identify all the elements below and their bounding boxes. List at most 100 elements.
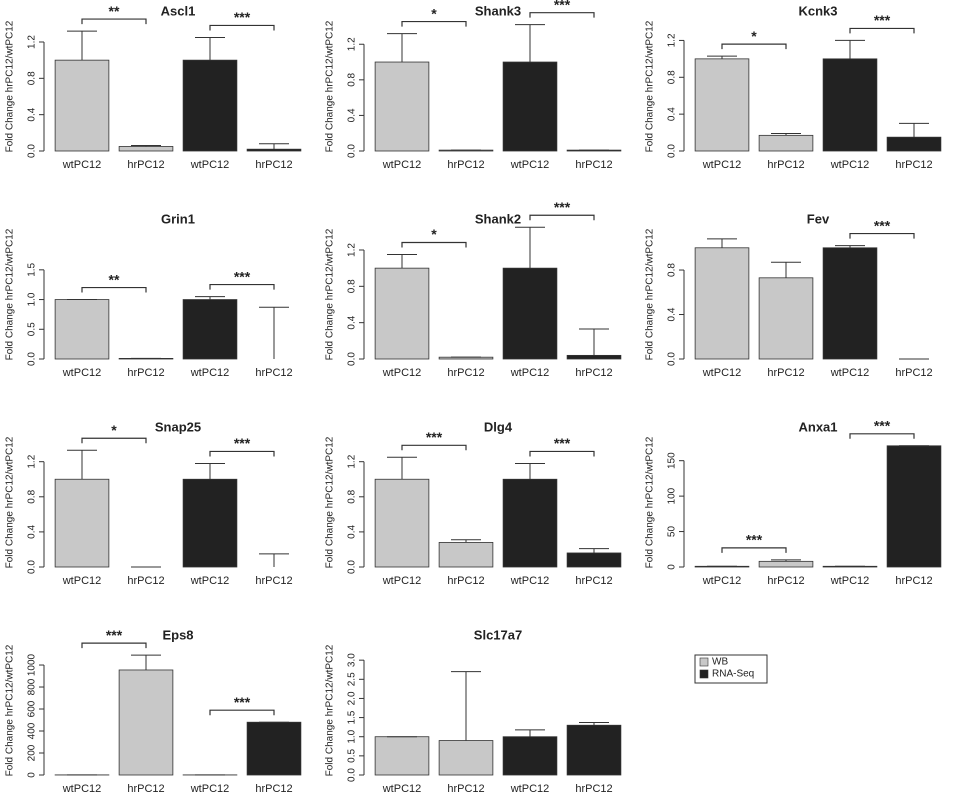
x-tick-label: hrPC12 <box>895 159 932 171</box>
bar <box>502 736 558 776</box>
x-tick-label: wtPC12 <box>190 367 230 379</box>
y-tick-label: 0.8 <box>667 70 678 84</box>
y-axis-label: Fold Change hrPC12/wtPC12 <box>5 20 16 152</box>
y-tick-label: 0.0 <box>667 352 678 366</box>
significance-label: *** <box>234 268 251 284</box>
bar <box>694 58 750 152</box>
significance-label: * <box>431 226 437 242</box>
x-tick-label: hrPC12 <box>895 367 932 379</box>
significance-bracket <box>721 547 787 553</box>
bar <box>54 59 110 152</box>
significance-label: ** <box>109 271 120 287</box>
significance-label: * <box>111 422 117 438</box>
y-tick-label: 0 <box>27 772 38 778</box>
x-tick-label: hrPC12 <box>127 783 164 795</box>
y-axis-label: Fold Change hrPC12/wtPC12 <box>325 228 336 360</box>
x-tick-label: hrPC12 <box>767 159 804 171</box>
y-tick-label: 2.5 <box>347 672 358 686</box>
y-tick-label: 1.0 <box>347 729 358 743</box>
y-tick-label: 0.4 <box>27 525 38 539</box>
x-tick-label: wtPC12 <box>830 367 870 379</box>
x-tick-label: wtPC12 <box>702 159 742 171</box>
bar <box>118 146 174 152</box>
panel-title: Slc17a7 <box>474 627 522 642</box>
significance-bracket <box>81 642 147 649</box>
y-axis-label: Fold Change hrPC12/wtPC12 <box>645 20 656 152</box>
x-tick-label: wtPC12 <box>62 367 102 379</box>
y-axis-label: Fold Change hrPC12/wtPC12 <box>5 644 16 776</box>
panel-title: Eps8 <box>162 627 193 642</box>
x-tick-label: wtPC12 <box>830 159 870 171</box>
significance-label: ** <box>109 3 120 19</box>
bar <box>502 478 558 568</box>
y-tick-label: 0.0 <box>27 352 38 366</box>
x-tick-label: hrPC12 <box>767 367 804 379</box>
significance-bracket <box>401 444 467 451</box>
significance-label: *** <box>234 694 251 710</box>
significance-bracket <box>209 450 275 457</box>
significance-bracket <box>529 12 595 18</box>
bar <box>182 299 238 360</box>
significance-label: *** <box>106 627 123 643</box>
bar <box>822 247 878 360</box>
y-tick-label: 0.0 <box>667 144 678 158</box>
x-tick-label: hrPC12 <box>255 367 292 379</box>
x-tick-label: wtPC12 <box>702 367 742 379</box>
x-tick-label: hrPC12 <box>575 575 612 587</box>
significance-label: *** <box>554 0 571 12</box>
bar <box>822 58 878 152</box>
significance-bracket <box>849 232 915 239</box>
significance-bracket <box>849 27 915 34</box>
bar <box>566 552 622 568</box>
panel-title: Snap25 <box>155 419 201 434</box>
panel-title: Dlg4 <box>484 419 513 434</box>
y-axis-label: Fold Change hrPC12/wtPC12 <box>325 20 336 152</box>
y-tick-label: 400 <box>27 722 38 739</box>
y-tick-label: 3.0 <box>347 653 358 667</box>
bar <box>758 277 814 360</box>
y-axis-label: Fold Change hrPC12/wtPC12 <box>5 228 16 360</box>
y-tick-label: 800 <box>27 678 38 695</box>
bar <box>374 267 430 360</box>
x-tick-label: hrPC12 <box>447 367 484 379</box>
bar <box>502 61 558 152</box>
y-tick-label: 100 <box>667 487 678 504</box>
y-axis-label: Fold Change hrPC12/wtPC12 <box>325 644 336 776</box>
bar <box>758 560 814 568</box>
y-tick-label: 0.4 <box>347 315 358 329</box>
y-tick-label: 0.4 <box>667 307 678 321</box>
bar <box>502 267 558 360</box>
bar <box>438 740 494 776</box>
x-tick-label: hrPC12 <box>127 367 164 379</box>
x-tick-label: hrPC12 <box>447 159 484 171</box>
y-tick-label: 1.2 <box>27 35 38 49</box>
y-axis-label: Fold Change hrPC12/wtPC12 <box>5 436 16 568</box>
significance-bracket <box>721 43 787 50</box>
bar <box>182 59 238 152</box>
significance-label: *** <box>874 417 891 433</box>
bar <box>374 478 430 568</box>
panel-title: Ascl1 <box>161 3 196 18</box>
y-tick-label: 2.0 <box>347 691 358 705</box>
x-tick-label: wtPC12 <box>510 367 550 379</box>
bar <box>246 148 302 152</box>
legend-swatch <box>699 669 709 679</box>
significance-bracket <box>209 709 275 716</box>
significance-bracket <box>529 214 595 221</box>
significance-bracket <box>81 437 147 444</box>
y-tick-label: 150 <box>667 452 678 469</box>
significance-label: *** <box>746 532 763 548</box>
significance-bracket <box>401 20 467 27</box>
x-tick-label: wtPC12 <box>702 575 742 587</box>
x-tick-label: wtPC12 <box>510 783 550 795</box>
x-tick-label: wtPC12 <box>62 159 102 171</box>
panel-title: Anxa1 <box>798 419 837 434</box>
y-tick-label: 0.8 <box>347 279 358 293</box>
bar <box>438 542 494 568</box>
x-tick-label: wtPC12 <box>830 575 870 587</box>
y-tick-label: 0.8 <box>347 489 358 503</box>
y-tick-label: 0.0 <box>347 768 358 782</box>
bar <box>54 299 110 360</box>
y-tick-label: 0.0 <box>347 560 358 574</box>
y-axis-label: Fold Change hrPC12/wtPC12 <box>645 436 656 568</box>
